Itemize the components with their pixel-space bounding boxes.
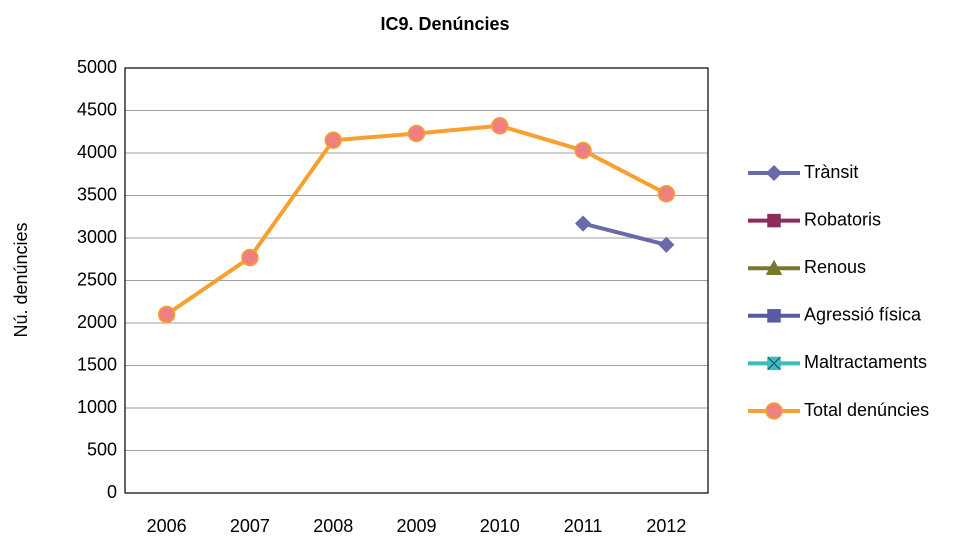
legend-marker-x (767, 357, 781, 370)
legend-marker (767, 213, 781, 228)
y-tick-label: 3500 (77, 184, 117, 204)
legend-marker (765, 402, 783, 420)
legend-label: Robatoris (804, 209, 881, 229)
y-tick-label: 2000 (77, 312, 117, 332)
x-tick-label: 2009 (396, 516, 436, 536)
y-tick-label: 5000 (77, 57, 117, 77)
y-tick-label: 1000 (77, 397, 117, 417)
x-tick-label: 2010 (480, 516, 520, 536)
point (491, 117, 509, 135)
legend-label: Trànsit (804, 162, 858, 182)
point (241, 248, 259, 267)
point (407, 124, 426, 143)
y-tick-label: 4000 (77, 142, 117, 162)
legend-label: Maltractaments (804, 352, 927, 372)
y-tick-label: 500 (87, 439, 117, 459)
series-line (165, 123, 668, 317)
legend-marker (765, 259, 783, 275)
y-tick-label: 0 (107, 482, 117, 502)
chart-title: IC9. Denúncies (380, 14, 509, 34)
point (658, 236, 675, 253)
point (324, 131, 342, 149)
point (157, 305, 176, 324)
y-tick-label: 4500 (77, 99, 117, 119)
legend-marker (767, 309, 781, 323)
x-tick-label: 2008 (313, 516, 353, 536)
x-tick-label: 2006 (147, 516, 187, 536)
point (657, 185, 676, 203)
y-tick-label: 2500 (77, 269, 117, 289)
legend-marker (765, 164, 783, 182)
x-tick-label: 2012 (646, 516, 686, 536)
point (574, 141, 592, 160)
plot-border (124, 67, 709, 494)
x-tick-label: 2011 (564, 516, 603, 536)
x-tick-label: 2007 (230, 516, 270, 536)
y-axis-label: Nú. denúncies (11, 222, 31, 337)
y-tick-label: 3000 (77, 227, 117, 247)
legend-label: Total denúncies (804, 400, 929, 420)
legend-label: Agressió física (804, 305, 922, 325)
series-line (582, 221, 667, 247)
legend-label: Renous (804, 257, 866, 277)
y-tick-label: 1500 (77, 354, 117, 374)
point (575, 215, 592, 232)
